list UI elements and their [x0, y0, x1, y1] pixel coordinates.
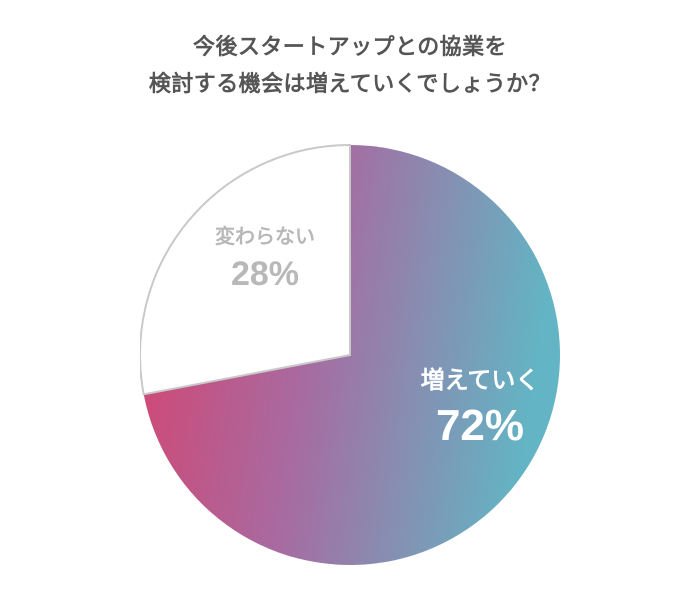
chart-title: 今後スタートアップとの協業を 検討する機会は増えていくでしょうか？ [0, 28, 700, 103]
chart-container: 今後スタートアップとの協業を 検討する機会は増えていくでしょうか？ 増えていく7… [0, 0, 700, 605]
title-line-2: 検討する機会は増えていくでしょうか？ [149, 71, 551, 96]
pie-chart [140, 130, 570, 590]
pie-slice-same [140, 145, 350, 394]
title-line-1: 今後スタートアップとの協業を [193, 34, 507, 59]
